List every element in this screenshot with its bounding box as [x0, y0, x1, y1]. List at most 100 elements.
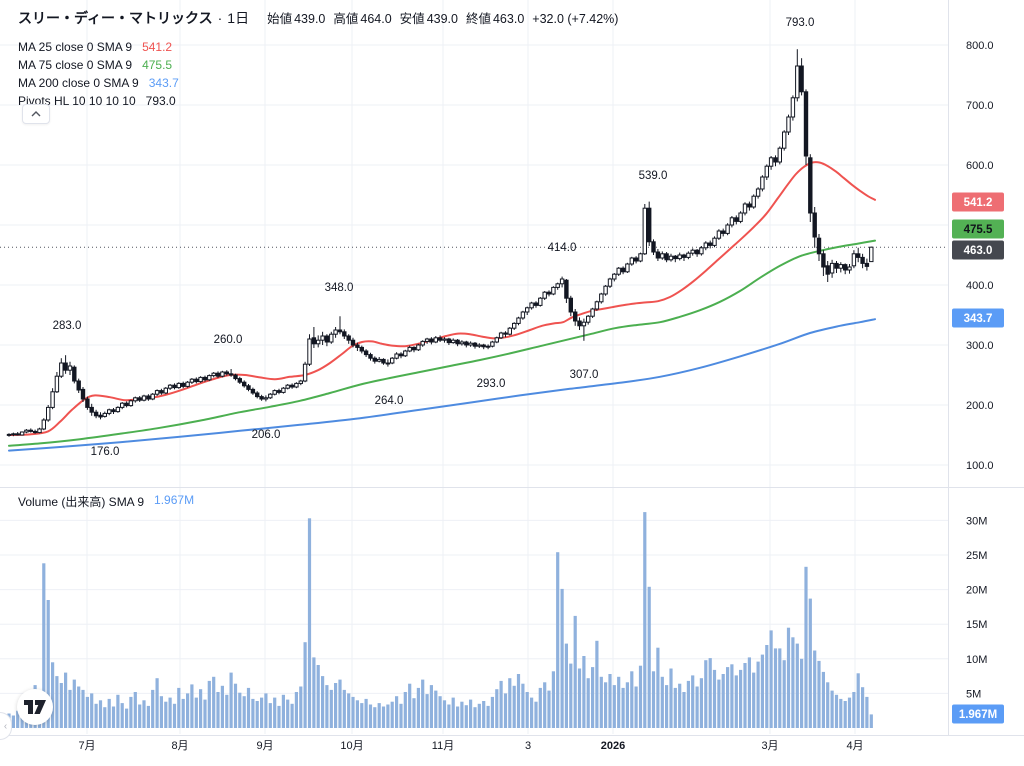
volume-bar — [373, 707, 377, 728]
candle-body — [424, 338, 430, 342]
candle-body — [821, 253, 826, 268]
candle-body — [464, 341, 469, 346]
candle-body — [59, 362, 64, 377]
volume-bar — [416, 687, 420, 728]
candle-body — [107, 409, 112, 414]
candle-body — [490, 341, 495, 347]
symbol-title[interactable]: スリー・ディー・マトリックス — [18, 10, 213, 26]
volume-badge — [952, 704, 1004, 724]
candle-body — [498, 332, 504, 339]
candle-body — [812, 212, 817, 238]
tradingview-logo-icon — [24, 699, 46, 714]
volume-axis-label: 10M — [966, 654, 987, 666]
ma-line-ma75 — [8, 239, 876, 447]
candle-body — [677, 254, 682, 260]
volume-bar — [530, 697, 534, 728]
candle-body — [577, 320, 582, 327]
candle-body — [703, 242, 708, 249]
candle-body — [638, 253, 643, 262]
pivot-label: 539.0 — [639, 170, 668, 182]
candle-body — [586, 315, 591, 323]
candle-body — [442, 338, 447, 341]
volume-bar — [765, 645, 769, 728]
volume-bar — [321, 676, 325, 728]
legend-row-ma200[interactable]: MA 200 close 0 SMA 9 343.7 — [18, 74, 179, 92]
volume-bar — [399, 703, 403, 728]
candle-body — [446, 338, 452, 344]
candle-body — [246, 385, 251, 390]
time-axis[interactable] — [0, 735, 1024, 766]
candle-body — [520, 311, 526, 319]
volume-bar — [739, 669, 743, 728]
candle-body — [307, 338, 312, 365]
candle-body — [298, 380, 304, 384]
candle-body — [555, 283, 560, 288]
candle-body — [93, 411, 99, 417]
price-badge-text: 463.0 — [964, 245, 993, 257]
volume-bar — [512, 685, 516, 728]
candle-body — [63, 362, 68, 371]
legend-row-ma75[interactable]: MA 75 close 0 SMA 9 475.5 — [18, 56, 179, 74]
candle-body — [311, 337, 317, 345]
candle-body — [472, 342, 478, 347]
legend-row-ma25[interactable]: MA 25 close 0 SMA 9 541.2 — [18, 38, 179, 56]
volume-bar — [251, 698, 255, 728]
volume-bar — [660, 676, 664, 728]
candle-body — [85, 398, 90, 408]
candle-body — [538, 297, 543, 306]
candle-body — [128, 400, 134, 407]
tradingview-logo[interactable] — [17, 689, 53, 725]
volume-badge-text: 1.967M — [959, 709, 997, 721]
volume-bar — [368, 704, 373, 728]
ma25-label: MA 25 close 0 SMA 9 — [18, 40, 133, 54]
volume-bar — [586, 678, 590, 728]
candle-body — [407, 346, 412, 352]
candle-body — [403, 350, 408, 357]
pivot-label: 283.0 — [53, 320, 82, 332]
volume-bar — [451, 697, 455, 728]
volume-bar — [591, 667, 595, 728]
volume-bar — [172, 703, 177, 728]
candle-body — [507, 327, 513, 335]
volume-bar — [699, 678, 703, 728]
open-label: 始値 — [267, 12, 293, 26]
volume-bar — [747, 657, 751, 728]
price-badge — [952, 192, 1004, 212]
volume-legend-row[interactable]: Volume (出来高) SMA 9 1.967M — [18, 493, 194, 510]
volume-bar — [120, 703, 124, 728]
volume-bar — [599, 676, 603, 728]
candle-body — [503, 332, 508, 335]
volume-bar — [342, 689, 346, 728]
high-value: 464.0 — [360, 12, 392, 26]
candle-body — [668, 255, 674, 261]
candle-body — [612, 273, 617, 280]
volume-bar — [238, 692, 242, 728]
candle-body — [19, 431, 25, 436]
timeframe-label[interactable]: 1日 — [227, 10, 250, 26]
volume-label: Volume (出来高) SMA 9 — [18, 495, 145, 509]
volume-bar — [447, 704, 451, 728]
volume-bar — [225, 694, 229, 728]
candle-body — [150, 393, 155, 400]
volume-bar — [595, 640, 599, 728]
volume-bar — [621, 687, 625, 728]
change-value: +32.0 (+7.42%) — [532, 12, 619, 26]
price-axis-label: 800.0 — [966, 40, 994, 52]
candle-body — [437, 337, 443, 341]
candle-body — [512, 322, 517, 329]
price-axis[interactable] — [948, 0, 1024, 735]
volume-bar — [503, 693, 508, 728]
volume-bar — [473, 707, 477, 728]
candle-body — [268, 393, 273, 399]
symbol-header[interactable]: スリー・ディー・マトリックス · 1日 始値 439.0 高値 464.0 安値 439.… — [18, 8, 620, 28]
legend-collapse-button[interactable] — [22, 104, 50, 124]
volume-bar — [861, 687, 865, 728]
candle-body — [747, 203, 752, 208]
volume-bar — [64, 672, 68, 728]
candle-body — [725, 224, 730, 234]
candle-body — [542, 291, 547, 299]
volume-bar — [146, 705, 150, 728]
candle-body — [808, 157, 813, 214]
close-value: 463.0 — [492, 12, 525, 26]
